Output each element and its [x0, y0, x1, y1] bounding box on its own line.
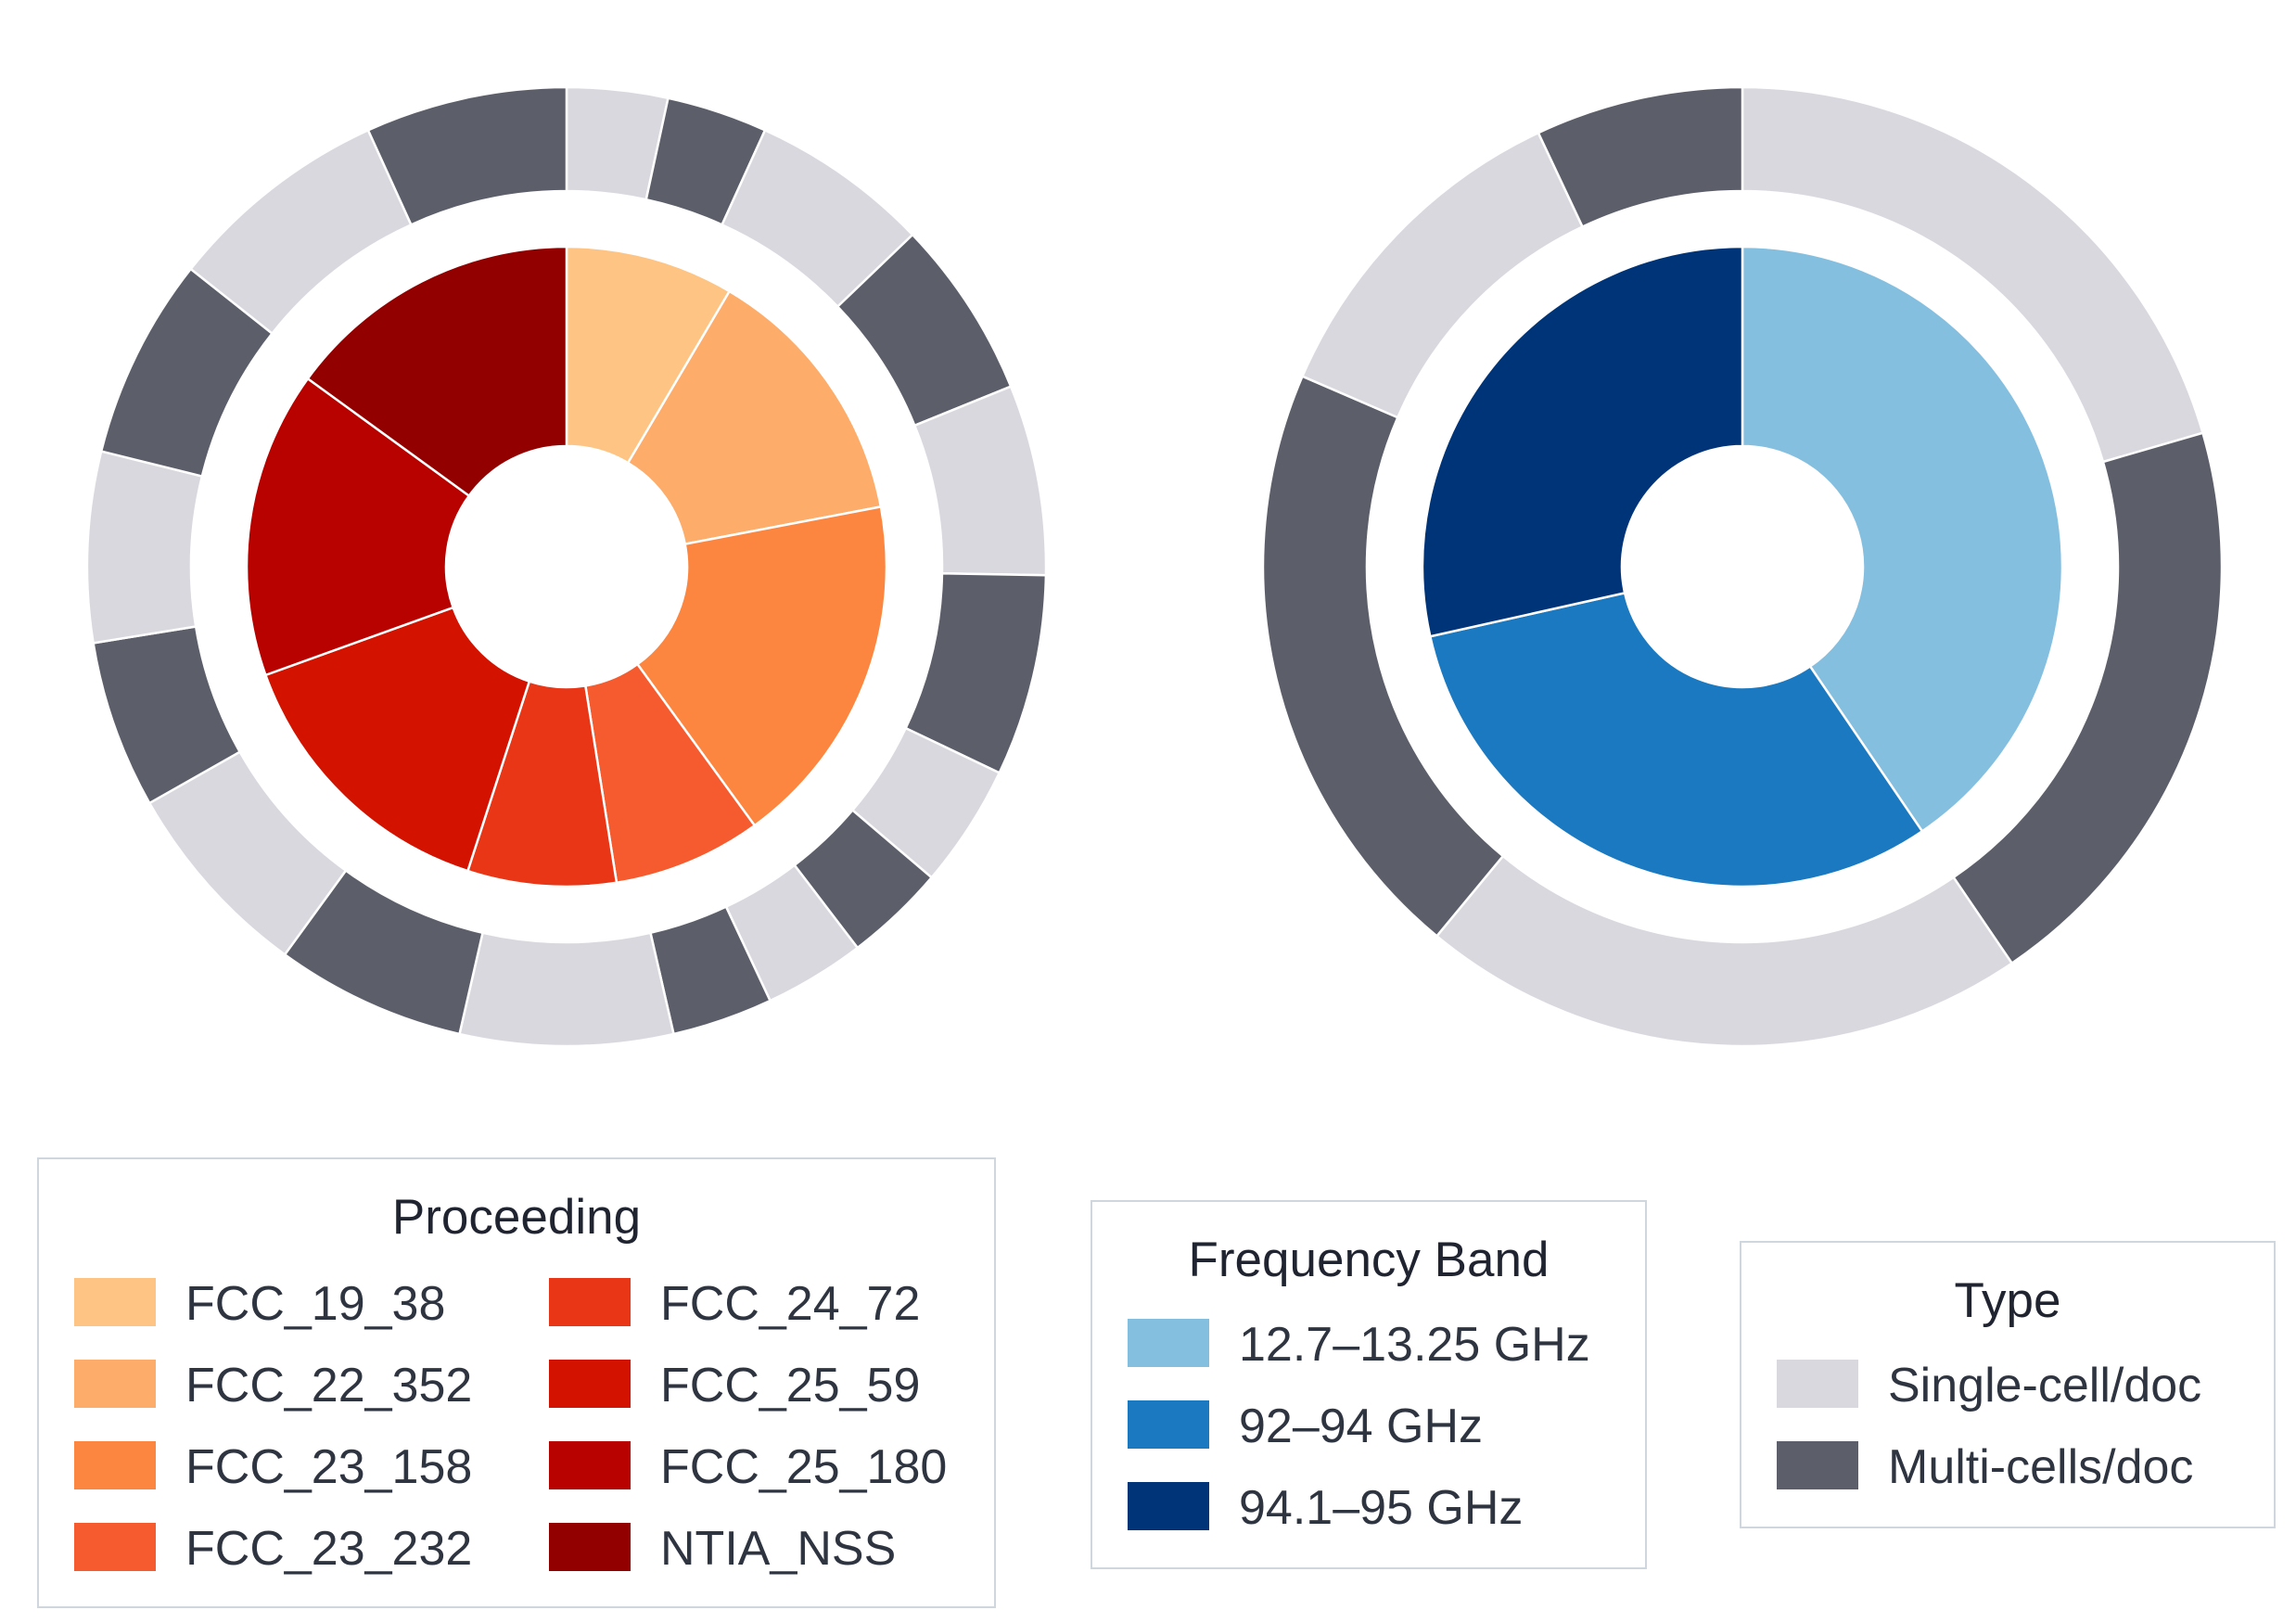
- legend-label: Multi-cells/doc: [1888, 1440, 2194, 1494]
- legend-label: 94.1–95 GHz: [1239, 1481, 1524, 1535]
- legend-label: FCC_25_59: [660, 1359, 921, 1412]
- inner-slice-ntia-nss: [306, 245, 568, 498]
- frequency-band-legend: Frequency Band 12.7–13.25 GHz 92–94 GHz …: [1091, 1200, 1647, 1569]
- legend-label: FCC_23_232: [185, 1522, 473, 1576]
- inner-slice-fcc-23-158: [635, 505, 888, 827]
- type-legend: Type Single-cell/doc Multi-cells/doc: [1740, 1241, 2276, 1528]
- legend-swatch: [74, 1360, 156, 1408]
- outer-segment-multi-6: [1537, 85, 1744, 229]
- legend-label: FCC_25_180: [660, 1440, 948, 1494]
- legend-label: Single-cell/doc: [1888, 1359, 2202, 1412]
- legend-swatch: [1128, 1482, 1209, 1530]
- outer-segment-single-15: [85, 450, 204, 645]
- inner-slice-92-94-ghz: [1428, 591, 1924, 888]
- legend-swatch: [1777, 1360, 1858, 1408]
- legend-swatch: [549, 1441, 631, 1489]
- legend-swatch: [1777, 1441, 1858, 1489]
- legend-label: 92–94 GHz: [1239, 1399, 1484, 1453]
- proceeding-legend-title: Proceeding: [391, 1190, 642, 1245]
- outer-segment-multi-18: [366, 85, 568, 226]
- inner-slice-fcc-25-59: [263, 606, 531, 873]
- legend-swatch: [1128, 1319, 1209, 1367]
- outer-segment-single-11: [458, 931, 675, 1048]
- legend-swatch: [549, 1360, 631, 1408]
- legend-label: FCC_22_352: [185, 1359, 473, 1412]
- inner-slice-94-1-95-ghz: [1421, 245, 1744, 638]
- proceeding-sunburst: [85, 85, 1048, 1048]
- proceeding-legend: Proceeding FCC_19_38 FCC_22_352 FCC_23_1…: [37, 1157, 996, 1608]
- inner-slice-fcc-22-352: [626, 289, 883, 546]
- inner-slice-12-7-13-25-ghz: [1741, 245, 2064, 834]
- legend-swatch: [74, 1523, 156, 1571]
- legend-swatch: [1128, 1400, 1209, 1449]
- legend-label: FCC_19_38: [185, 1277, 446, 1331]
- frequency-band-legend-title: Frequency Band: [1188, 1233, 1550, 1287]
- legend-label: FCC_23_158: [185, 1440, 473, 1494]
- type-legend-title: Type: [1954, 1273, 2061, 1328]
- legend-swatch: [549, 1523, 631, 1571]
- legend-label: NTIA_NSS: [660, 1522, 897, 1576]
- legend-swatch: [74, 1441, 156, 1489]
- frequency-band-sunburst: [1261, 85, 2224, 1048]
- legend-swatch: [74, 1278, 156, 1326]
- legend-label: FCC_24_72: [660, 1277, 921, 1331]
- legend-label: 12.7–13.25 GHz: [1239, 1318, 1590, 1372]
- inner-slice-fcc-25-180: [245, 377, 471, 677]
- legend-swatch: [549, 1278, 631, 1326]
